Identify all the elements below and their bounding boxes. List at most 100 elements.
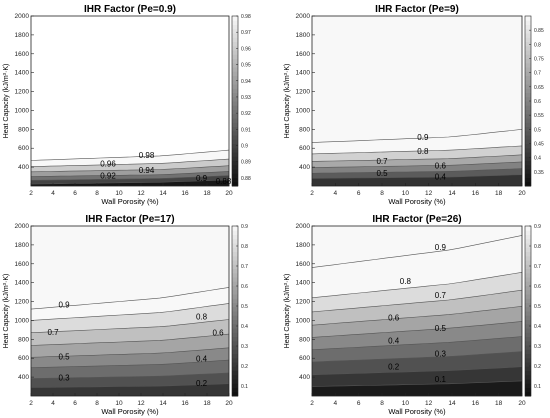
x-tick-label: 2: [29, 190, 33, 197]
colorbar-segment: [525, 177, 531, 183]
colorbar-segment: [232, 226, 238, 231]
colorbar-segment: [232, 88, 238, 93]
colorbar-segment: [232, 234, 238, 240]
y-tick-label: 1000: [15, 107, 30, 114]
y-tick-label: 1200: [296, 89, 311, 96]
x-tick-label: 16: [472, 400, 480, 407]
colorbar-segment: [232, 357, 238, 363]
colorbar-segment: [525, 357, 531, 363]
chart-title: IHR Factor (Pe=0.9): [84, 4, 176, 15]
colorbar-tick-label: 0.3: [241, 344, 248, 350]
colorbar-segment: [525, 122, 531, 127]
colorbar-segment: [232, 143, 238, 149]
contour-line: [311, 289, 523, 313]
colorbar-tick-label: 0.91: [241, 127, 251, 133]
colorbar-segment: [232, 260, 238, 265]
colorbar-segment: [232, 281, 238, 286]
colorbar-segment: [232, 160, 238, 166]
colorbar-segment: [525, 289, 531, 295]
colorbar-segment: [232, 113, 238, 119]
colorbar-segment: [232, 177, 238, 183]
contour-line: [311, 306, 523, 326]
colorbar-segment: [232, 173, 238, 178]
colorbar-tick-label: 0.55: [534, 113, 544, 119]
y-tick-label: 1600: [15, 51, 30, 58]
contour-label: 0.4: [196, 355, 208, 364]
contour-label: 0.8: [196, 313, 208, 322]
colorbar-segment: [525, 28, 531, 34]
colorbar-segment: [232, 152, 238, 157]
colorbar-segment: [232, 268, 238, 274]
colorbar-segment: [525, 75, 531, 81]
x-axis-label: Wall Porosity (%): [388, 407, 446, 416]
x-tick-label: 12: [137, 190, 145, 197]
colorbar-tick-label: 0.97: [241, 30, 251, 36]
y-tick-label: 1800: [15, 242, 30, 249]
x-tick-label: 6: [73, 400, 77, 407]
y-tick-label: 1800: [296, 242, 311, 249]
colorbar-segment: [232, 328, 238, 333]
y-axis-label: Heat Capacity (kJ/m³·K): [3, 274, 10, 349]
colorbar-tick-label: 0.1: [534, 384, 541, 390]
colorbar-tick-label: 0.95: [241, 63, 251, 69]
colorbar-segment: [232, 332, 238, 337]
x-tick-label: 6: [357, 400, 361, 407]
colorbar-segment: [525, 71, 531, 76]
colorbar-segment: [525, 143, 531, 149]
y-tick-label: 1000: [296, 107, 311, 114]
axes-frame: [30, 15, 230, 187]
contour-label: 0.94: [139, 166, 155, 175]
x-tick-label: 14: [159, 400, 167, 407]
y-tick-label: 600: [18, 355, 29, 362]
x-tick-label: 6: [73, 190, 77, 197]
colorbar-segment: [525, 54, 531, 59]
x-tick-label: 6: [357, 190, 361, 197]
colorbar-segment: [232, 28, 238, 34]
colorbar-segment: [232, 336, 238, 342]
colorbar-segment: [232, 362, 238, 367]
colorbar-segment: [525, 169, 531, 174]
x-tick-label: 20: [518, 400, 526, 407]
colorbar-segment: [232, 243, 238, 248]
colorbar-tick-label: 0.96: [241, 46, 251, 52]
x-axis-label: Wall Porosity (%): [388, 197, 446, 206]
x-tick-label: 12: [425, 190, 433, 197]
colorbar-segment: [232, 370, 238, 376]
colorbar-segment: [232, 311, 238, 316]
contour-label: 0.2: [388, 363, 400, 372]
colorbar-tick-label: 0.7: [534, 264, 541, 270]
colorbar-segment: [525, 319, 531, 325]
y-tick-label: 400: [299, 374, 310, 381]
contour-line: [30, 175, 230, 181]
colorbar-segment: [232, 306, 238, 312]
x-tick-label: 2: [29, 400, 33, 407]
colorbar-segment: [232, 71, 238, 76]
colorbar-segment: [232, 387, 238, 393]
x-tick-label: 12: [137, 400, 145, 407]
contour-line: [311, 129, 523, 143]
colorbar-segment: [525, 164, 531, 170]
colorbar-segment: [525, 33, 531, 38]
x-tick-label: 20: [225, 190, 233, 197]
colorbar-segment: [525, 370, 531, 376]
contour-label: 0.2: [196, 379, 208, 388]
colorbar-segment: [525, 181, 531, 187]
contour-line: [311, 174, 523, 179]
colorbar-tick-label: 0.94: [241, 79, 251, 85]
colorbar-segment: [232, 277, 238, 282]
colorbar-segment: [525, 345, 531, 350]
contour-line: [311, 235, 523, 268]
contour-label: 0.7: [47, 328, 59, 337]
contour-label: 0.6: [212, 329, 224, 338]
colorbar-segment: [232, 62, 238, 68]
x-tick-label: 4: [51, 400, 55, 407]
colorbar-segment: [525, 311, 531, 316]
colorbar-segment: [525, 260, 531, 265]
colorbar-segment: [232, 181, 238, 187]
contour-line: [30, 359, 230, 368]
contour-band: [312, 380, 522, 396]
colorbar-segment: [525, 96, 531, 102]
colorbar-segment: [525, 264, 531, 269]
colorbar-segment: [525, 135, 531, 140]
chart-title: IHR Factor (Pe=17): [85, 214, 174, 225]
